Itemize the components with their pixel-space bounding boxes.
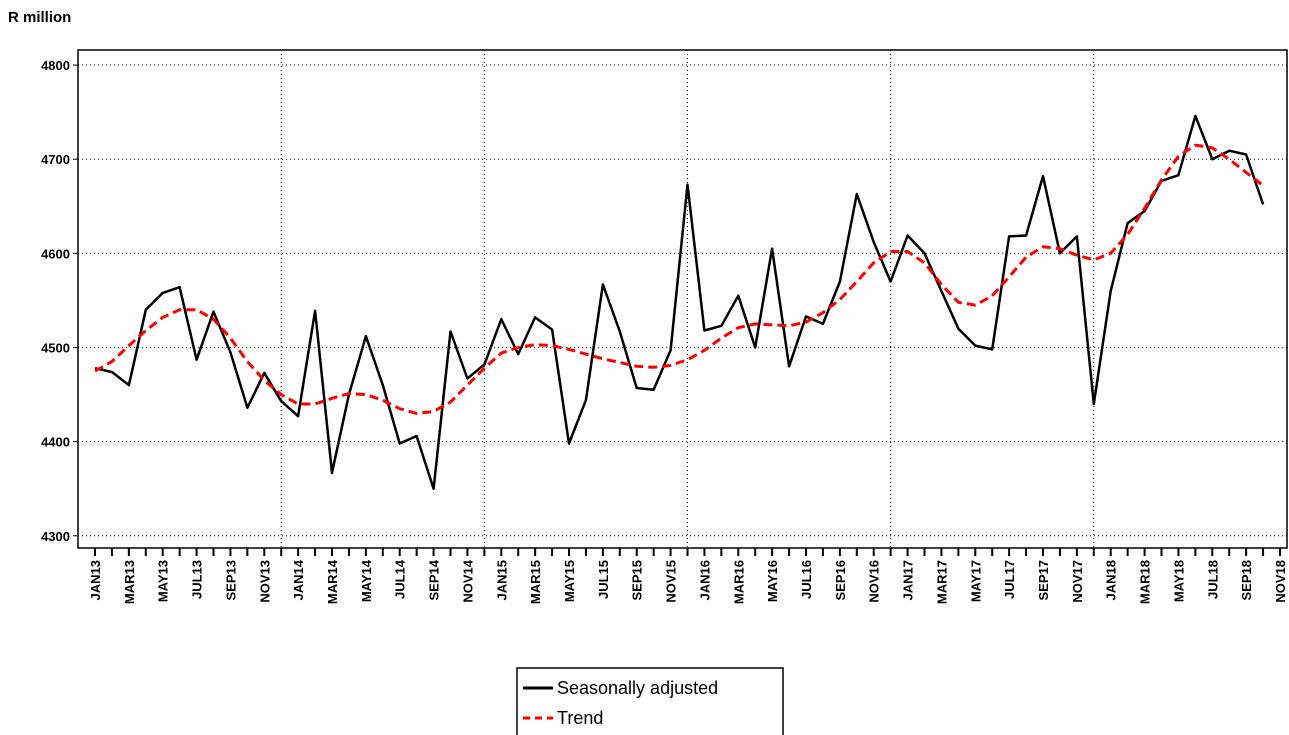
x-tick-label: NOV17 [1070,560,1085,603]
x-tick-label: NOV14 [460,559,475,602]
x-tick-label: NOV15 [664,560,679,603]
x-tick-label: JAN17 [901,560,916,600]
x-tick-label: SEP13 [223,560,238,600]
x-tick-label: MAY17 [968,560,983,602]
x-tick-label: NOV13 [257,560,272,603]
x-tick-label: NOV18 [1273,560,1288,603]
x-tick-label: MAR15 [528,560,543,604]
y-tick-label: 4500 [41,340,70,355]
x-tick-label: JAN18 [1104,560,1119,600]
x-tick-label: SEP17 [1036,560,1051,600]
y-tick-label: 4400 [41,435,70,450]
legend-frame [516,667,784,735]
x-tick-label: MAY16 [765,560,780,602]
x-tick-label: MAY14 [359,559,374,602]
x-tick-label: JUL16 [799,560,814,599]
x-tick-label: JAN16 [697,560,712,600]
series-line [94,114,1265,490]
x-tick-label: SEP18 [1239,560,1254,600]
x-tick-label: NOV16 [867,560,882,603]
x-tick-label: MAY13 [156,560,171,602]
x-tick-label: JAN14 [291,559,306,600]
plot-frame [77,49,1288,549]
y-tick-label: 4800 [41,58,70,73]
x-tick-label: MAR17 [934,560,949,604]
x-tick-label: JUL18 [1205,560,1220,599]
x-tick-label: MAY15 [562,560,577,602]
x-tick-label: MAR18 [1138,560,1153,604]
x-tick-label: JUL14 [393,559,408,599]
x-tick-label: MAR13 [122,560,137,604]
y-tick-label: 4700 [41,152,70,167]
x-tick-label: JAN13 [88,560,103,600]
y-tick-label: 4600 [41,246,70,261]
x-tick-label: MAY18 [1171,560,1186,602]
x-tick-label: JUL15 [596,560,611,599]
x-tick-label: SEP16 [833,560,848,600]
x-tick-label: MAR14 [325,559,340,604]
x-tick-label: JAN15 [494,560,509,600]
x-tick-label: SEP14 [427,559,442,600]
series-line [94,143,1265,415]
x-tick-label: MAR16 [731,560,746,604]
x-tick-label: SEP15 [630,560,645,600]
x-tick-label: JUL17 [1002,560,1017,599]
x-tick-label: JUL13 [190,560,205,599]
legend-label: Trend [557,708,603,728]
y-tick-label: 4300 [41,529,70,544]
chart-title: R million [8,9,71,26]
legend-label: Seasonally adjusted [557,678,718,698]
